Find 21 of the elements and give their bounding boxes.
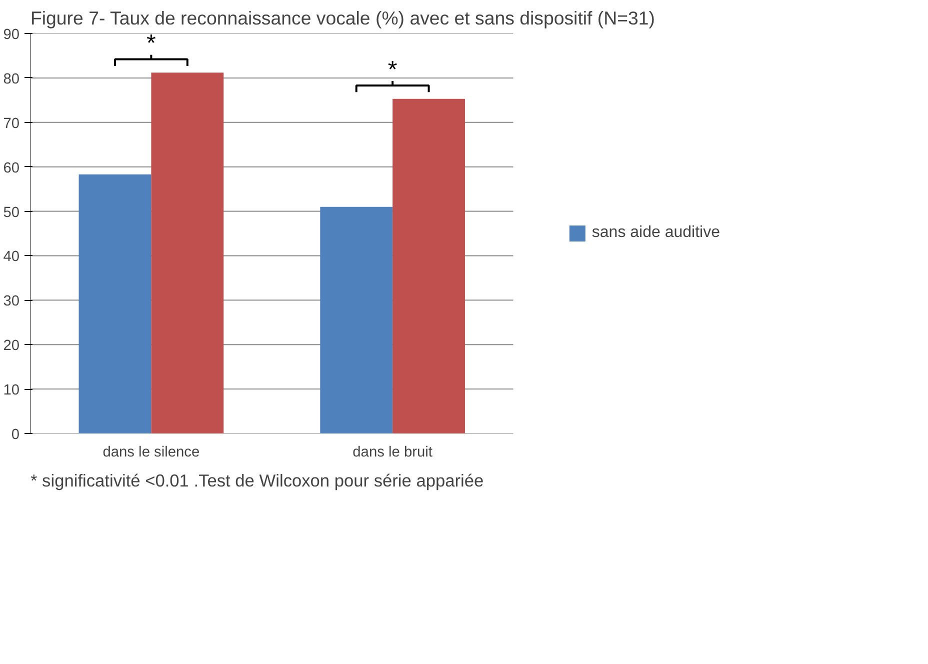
y-tick-label: 40 — [3, 249, 20, 266]
bar — [320, 206, 393, 434]
text: * significativité <0.01 .Test de Wilcoxon pour série appariée — [30, 470, 484, 490]
y-tick-label: 0 — [11, 427, 20, 443]
y-tick-label: 80 — [3, 71, 20, 88]
bar — [78, 174, 152, 434]
y-tick-label: 90 — [3, 27, 20, 43]
chart-title: Figure 7- Taux de reconnaissance vocale (%) avec et sans dispositif (N=31) — [30, 8, 655, 28]
y-tick-label: 10 — [3, 382, 20, 399]
y-tick-label: 50 — [3, 204, 20, 221]
legend-label: sans aide auditive — [592, 224, 720, 242]
y-tick-label: 30 — [3, 294, 20, 310]
y-tick-label: 60 — [3, 160, 20, 176]
y-tick-label: 70 — [3, 116, 20, 132]
bar — [151, 72, 224, 434]
x-tick-label: dans le bruit — [352, 444, 432, 460]
annotation: * — [146, 30, 156, 58]
x-tick-label: dans le silence — [102, 444, 200, 460]
bar — [392, 98, 465, 434]
y-tick-label: 20 — [3, 338, 20, 354]
annotation: * — [388, 56, 398, 84]
